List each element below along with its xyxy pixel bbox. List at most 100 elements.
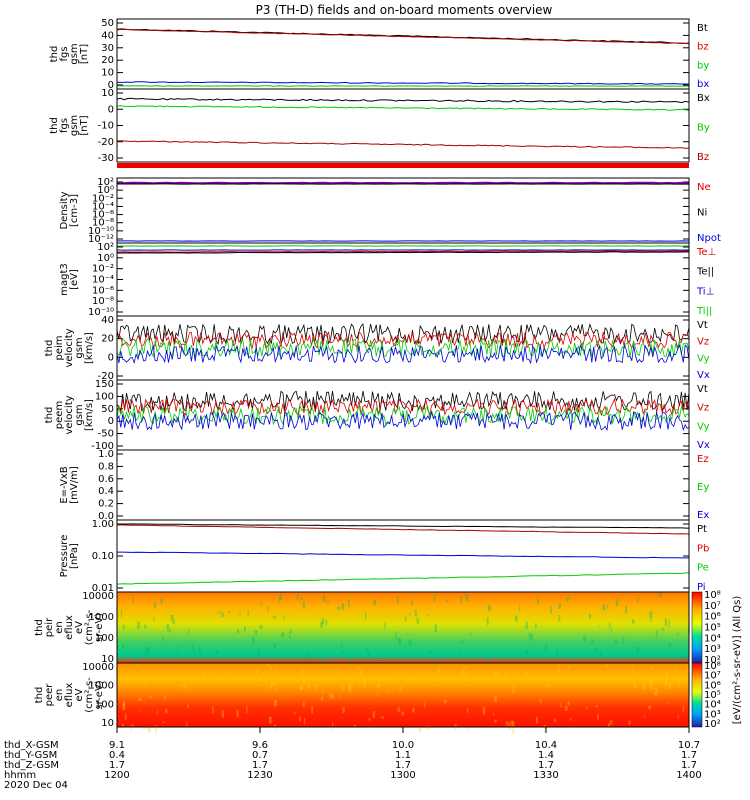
ytick-label: 10⁰ bbox=[97, 253, 114, 264]
spectrogram-speckle bbox=[433, 657, 435, 662]
spectrogram-speckle bbox=[162, 720, 165, 724]
ytick-label: 150 bbox=[95, 379, 114, 390]
series-Vt bbox=[116, 390, 690, 413]
spectrogram-speckle bbox=[177, 650, 179, 653]
ylabel-line: gsm bbox=[69, 115, 80, 136]
colorbar-tick: 10² bbox=[704, 655, 721, 666]
spectrogram-speckle bbox=[486, 617, 489, 626]
spectrogram-speckle bbox=[329, 692, 332, 699]
colorbar bbox=[691, 591, 703, 664]
spectrogram-speckle bbox=[465, 673, 467, 682]
spectrogram-speckle bbox=[399, 685, 402, 691]
ylabel-line: peer bbox=[44, 683, 55, 707]
spectrogram-speckle bbox=[631, 619, 635, 624]
ytick-label: -10 bbox=[98, 121, 114, 132]
ytick-label: 10⁻⁶ bbox=[92, 285, 114, 296]
ytick-label: 10 bbox=[101, 68, 114, 79]
xaxis-value: 1.1 bbox=[395, 750, 411, 761]
spectrogram-speckle bbox=[611, 628, 613, 633]
ylabel-line: gsm bbox=[74, 404, 85, 425]
spectrogram-speckle bbox=[462, 667, 465, 675]
spectrogram-speckle bbox=[260, 602, 262, 607]
spectrogram-speckle bbox=[460, 596, 463, 603]
spectrogram-speckle bbox=[395, 631, 397, 640]
spectrogram-speckle bbox=[497, 669, 500, 677]
ylabel-line: E=-VxB bbox=[59, 466, 70, 503]
ytick-label: 0 bbox=[108, 352, 114, 363]
spectrogram-speckle bbox=[558, 603, 561, 609]
spectrogram-speckle bbox=[661, 628, 665, 631]
legend-Vy: Vy bbox=[697, 421, 710, 432]
panel-pressure: 1.00 0.10 0.01 Pressure [nPa] Pt Pb Pe Pi bbox=[59, 519, 709, 594]
spectrogram-speckle bbox=[614, 639, 618, 644]
ytick-label: 10⁻¹⁰ bbox=[88, 226, 114, 237]
spectrogram-speckle bbox=[121, 723, 125, 727]
xaxis-date: 2020 Dec 04 bbox=[4, 780, 68, 791]
spectrogram-speckle bbox=[269, 683, 273, 689]
spectrogram-speckle bbox=[124, 713, 127, 720]
spectrogram-speckle bbox=[273, 615, 277, 619]
spectrogram-speckle bbox=[299, 685, 303, 691]
spectrogram-speckle bbox=[138, 709, 140, 712]
spectrogram-speckle bbox=[303, 717, 306, 725]
panel-frame bbox=[116, 242, 690, 317]
spectrogram-speckle bbox=[651, 666, 654, 671]
ylabel-line: sr-eV) bbox=[94, 680, 105, 709]
xaxis-value: 9.1 bbox=[109, 740, 125, 751]
series-bx bbox=[116, 81, 690, 85]
ylabel-line: [nT] bbox=[79, 44, 90, 64]
spectrogram-speckle bbox=[138, 697, 142, 701]
spectrogram-speckle bbox=[186, 722, 188, 730]
xaxis-value: 1.7 bbox=[538, 760, 554, 771]
colorbar-tick: 10⁸ bbox=[704, 590, 721, 601]
spectrogram-speckle bbox=[384, 621, 386, 630]
spectrogram-speckle bbox=[368, 718, 371, 721]
traces bbox=[116, 181, 690, 242]
ylabel-line: thd bbox=[34, 687, 45, 704]
spectrogram-speckle bbox=[145, 646, 148, 653]
spectrogram-speckle bbox=[547, 683, 551, 687]
ylabel-line: gsm bbox=[69, 43, 80, 64]
spectrogram-speckle bbox=[187, 704, 189, 708]
spectrogram-speckle bbox=[504, 672, 508, 678]
ytick-label: 10² bbox=[97, 242, 114, 253]
panel-frame bbox=[116, 519, 690, 593]
ylabel-line: (cm²-s- bbox=[84, 677, 95, 713]
spectrogram-speckle bbox=[146, 647, 150, 655]
panel-frame bbox=[116, 18, 690, 90]
spectrogram-speckle bbox=[443, 699, 447, 704]
series-Bt bbox=[116, 28, 690, 44]
spectrogram-speckle bbox=[426, 657, 429, 661]
spectrogram-speckle bbox=[484, 677, 486, 684]
legend-Ti⊥: Ti⊥ bbox=[696, 286, 714, 297]
ytick-label: 10² bbox=[97, 177, 114, 188]
series-Vx bbox=[116, 410, 690, 432]
spectrogram-speckle bbox=[650, 617, 652, 622]
ytick-label: 100 bbox=[95, 699, 114, 710]
spectrogram-speckle bbox=[156, 710, 159, 715]
ytick-label: 0 bbox=[108, 80, 114, 91]
spectrogram-speckle bbox=[123, 701, 125, 707]
ytick-label: 1.00 bbox=[92, 519, 114, 530]
spectrogram-speckle bbox=[622, 637, 625, 644]
spectrogram-speckle bbox=[149, 695, 152, 699]
spectrogram-speckle bbox=[477, 677, 480, 681]
spectrogram-speckle bbox=[176, 646, 178, 650]
series-Te-perp bbox=[116, 250, 690, 253]
ylabel-line: en bbox=[54, 621, 65, 634]
spectrogram-speckle bbox=[198, 647, 202, 652]
spectrogram-speckle bbox=[678, 681, 680, 688]
ylabel-line: Density bbox=[59, 191, 70, 229]
legend-Ti||: Ti|| bbox=[696, 306, 712, 317]
spectrogram-speckle bbox=[525, 621, 528, 629]
spectrogram-speckle bbox=[342, 656, 344, 659]
spectrogram-speckle bbox=[273, 643, 277, 648]
spectrogram-speckle bbox=[339, 695, 341, 699]
panel-frame bbox=[116, 449, 690, 521]
spectrogram-speckle bbox=[550, 606, 552, 614]
spectrogram-speckle bbox=[137, 621, 141, 629]
xaxis-row-label: hhmm bbox=[4, 770, 36, 781]
xaxis-value: 1.7 bbox=[395, 760, 411, 771]
legend-Pi: Pi bbox=[697, 582, 706, 593]
spectrogram-speckle bbox=[609, 673, 611, 680]
